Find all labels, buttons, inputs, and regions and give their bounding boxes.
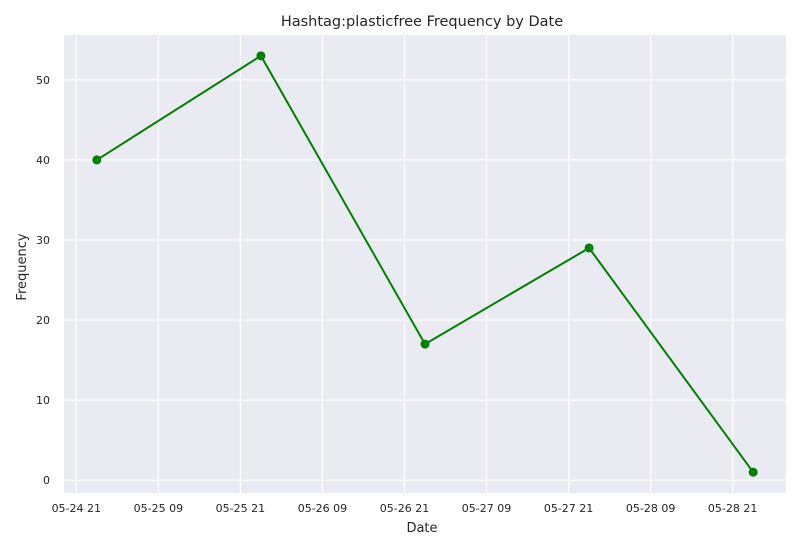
y-tick-label: 30 — [36, 234, 50, 247]
y-tick-label: 50 — [36, 74, 50, 87]
y-tick-label: 0 — [43, 474, 50, 487]
data-point — [256, 51, 266, 61]
chart-title: Hashtag:plasticfree Frequency by Date — [281, 14, 563, 30]
grid-lines — [64, 35, 786, 493]
data-point — [92, 155, 102, 165]
x-tick-label: 05-27 09 — [462, 502, 511, 515]
data-point — [748, 467, 758, 477]
data-markers — [92, 51, 758, 477]
data-point — [584, 243, 594, 253]
x-tick-label: 05-26 21 — [380, 502, 429, 515]
x-tick-label: 05-28 09 — [626, 502, 675, 515]
x-tick-label: 05-26 09 — [298, 502, 347, 515]
y-tick-label: 40 — [36, 154, 50, 167]
y-tick-label: 10 — [36, 394, 50, 407]
x-tick-label: 05-25 09 — [134, 502, 183, 515]
x-tick-label: 05-28 21 — [708, 502, 757, 515]
y-axis-ticks: 0 10 20 30 40 50 — [36, 74, 50, 487]
x-tick-label: 05-24 21 — [52, 502, 101, 515]
x-tick-label: 05-27 21 — [544, 502, 593, 515]
y-tick-label: 20 — [36, 314, 50, 327]
x-axis-ticks: 05-24 21 05-25 09 05-25 21 05-26 09 05-26 21… — [52, 502, 758, 515]
data-point — [420, 339, 430, 349]
x-tick-label: 05-25 21 — [216, 502, 265, 515]
x-axis-label: Date — [406, 521, 437, 536]
y-axis-label: Frequency — [15, 233, 30, 300]
plot-area — [64, 35, 786, 493]
